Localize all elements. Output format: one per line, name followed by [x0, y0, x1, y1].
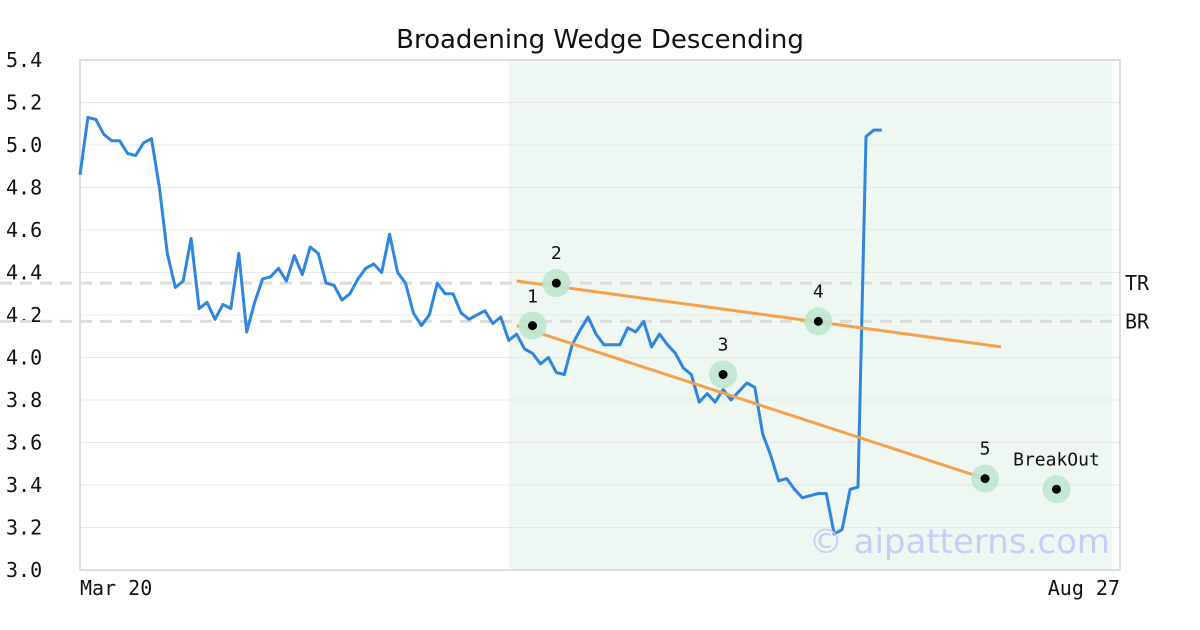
y-tick-label: 4.2 [6, 303, 42, 327]
watermark: © aipatterns.com [809, 522, 1110, 562]
pivot-dot [980, 474, 990, 484]
y-tick-label: 5.0 [6, 133, 42, 157]
y-tick-label: 4.6 [6, 218, 42, 242]
pivot-dot [551, 278, 561, 288]
pivot-dot [718, 370, 728, 379]
plot-area: 3.0 3.2 3.4 3.6 3.8 4.0 4.2 4.4 4.6 4.8 5.0 5.2 5.4 T… [0, 48, 1150, 600]
pivot-label-5: 5 [980, 439, 991, 460]
y-tick-label: 3.0 [6, 558, 42, 582]
y-tick-label: 3.2 [6, 516, 42, 540]
y-tick-label: 5.4 [6, 48, 42, 72]
pivot-dot [1051, 484, 1061, 494]
pivot-dot [528, 321, 538, 331]
reference-label-br: BR [1125, 309, 1150, 333]
y-tick-label: 5.2 [6, 91, 42, 115]
chart-title: Broadening Wedge Descending [396, 25, 804, 55]
breakout-label: BreakOut [1013, 449, 1100, 470]
y-tick-label: 4.4 [6, 261, 42, 285]
pivot-dot [813, 316, 823, 326]
pivot-label-4: 4 [813, 281, 824, 302]
y-tick-label: 4.8 [6, 176, 42, 200]
reference-label-tr: TR [1125, 271, 1150, 295]
plot-frame [79, 59, 1121, 571]
price-line [78, 115, 882, 536]
x-tick-label: Mar 20 [80, 576, 152, 600]
y-tick-label: 3.6 [6, 431, 42, 455]
y-tick-label: 3.8 [6, 388, 42, 412]
x-tick-label: Aug 27 [1048, 576, 1120, 600]
lower-trendline [516, 324, 986, 481]
pivot-label-1: 1 [527, 287, 538, 308]
pivot-label-2: 2 [551, 243, 562, 264]
y-tick-label: 4.0 [6, 346, 42, 370]
pivot-label-3: 3 [718, 335, 729, 356]
upper-trendline [516, 279, 1002, 349]
y-tick-label: 3.4 [6, 473, 42, 497]
